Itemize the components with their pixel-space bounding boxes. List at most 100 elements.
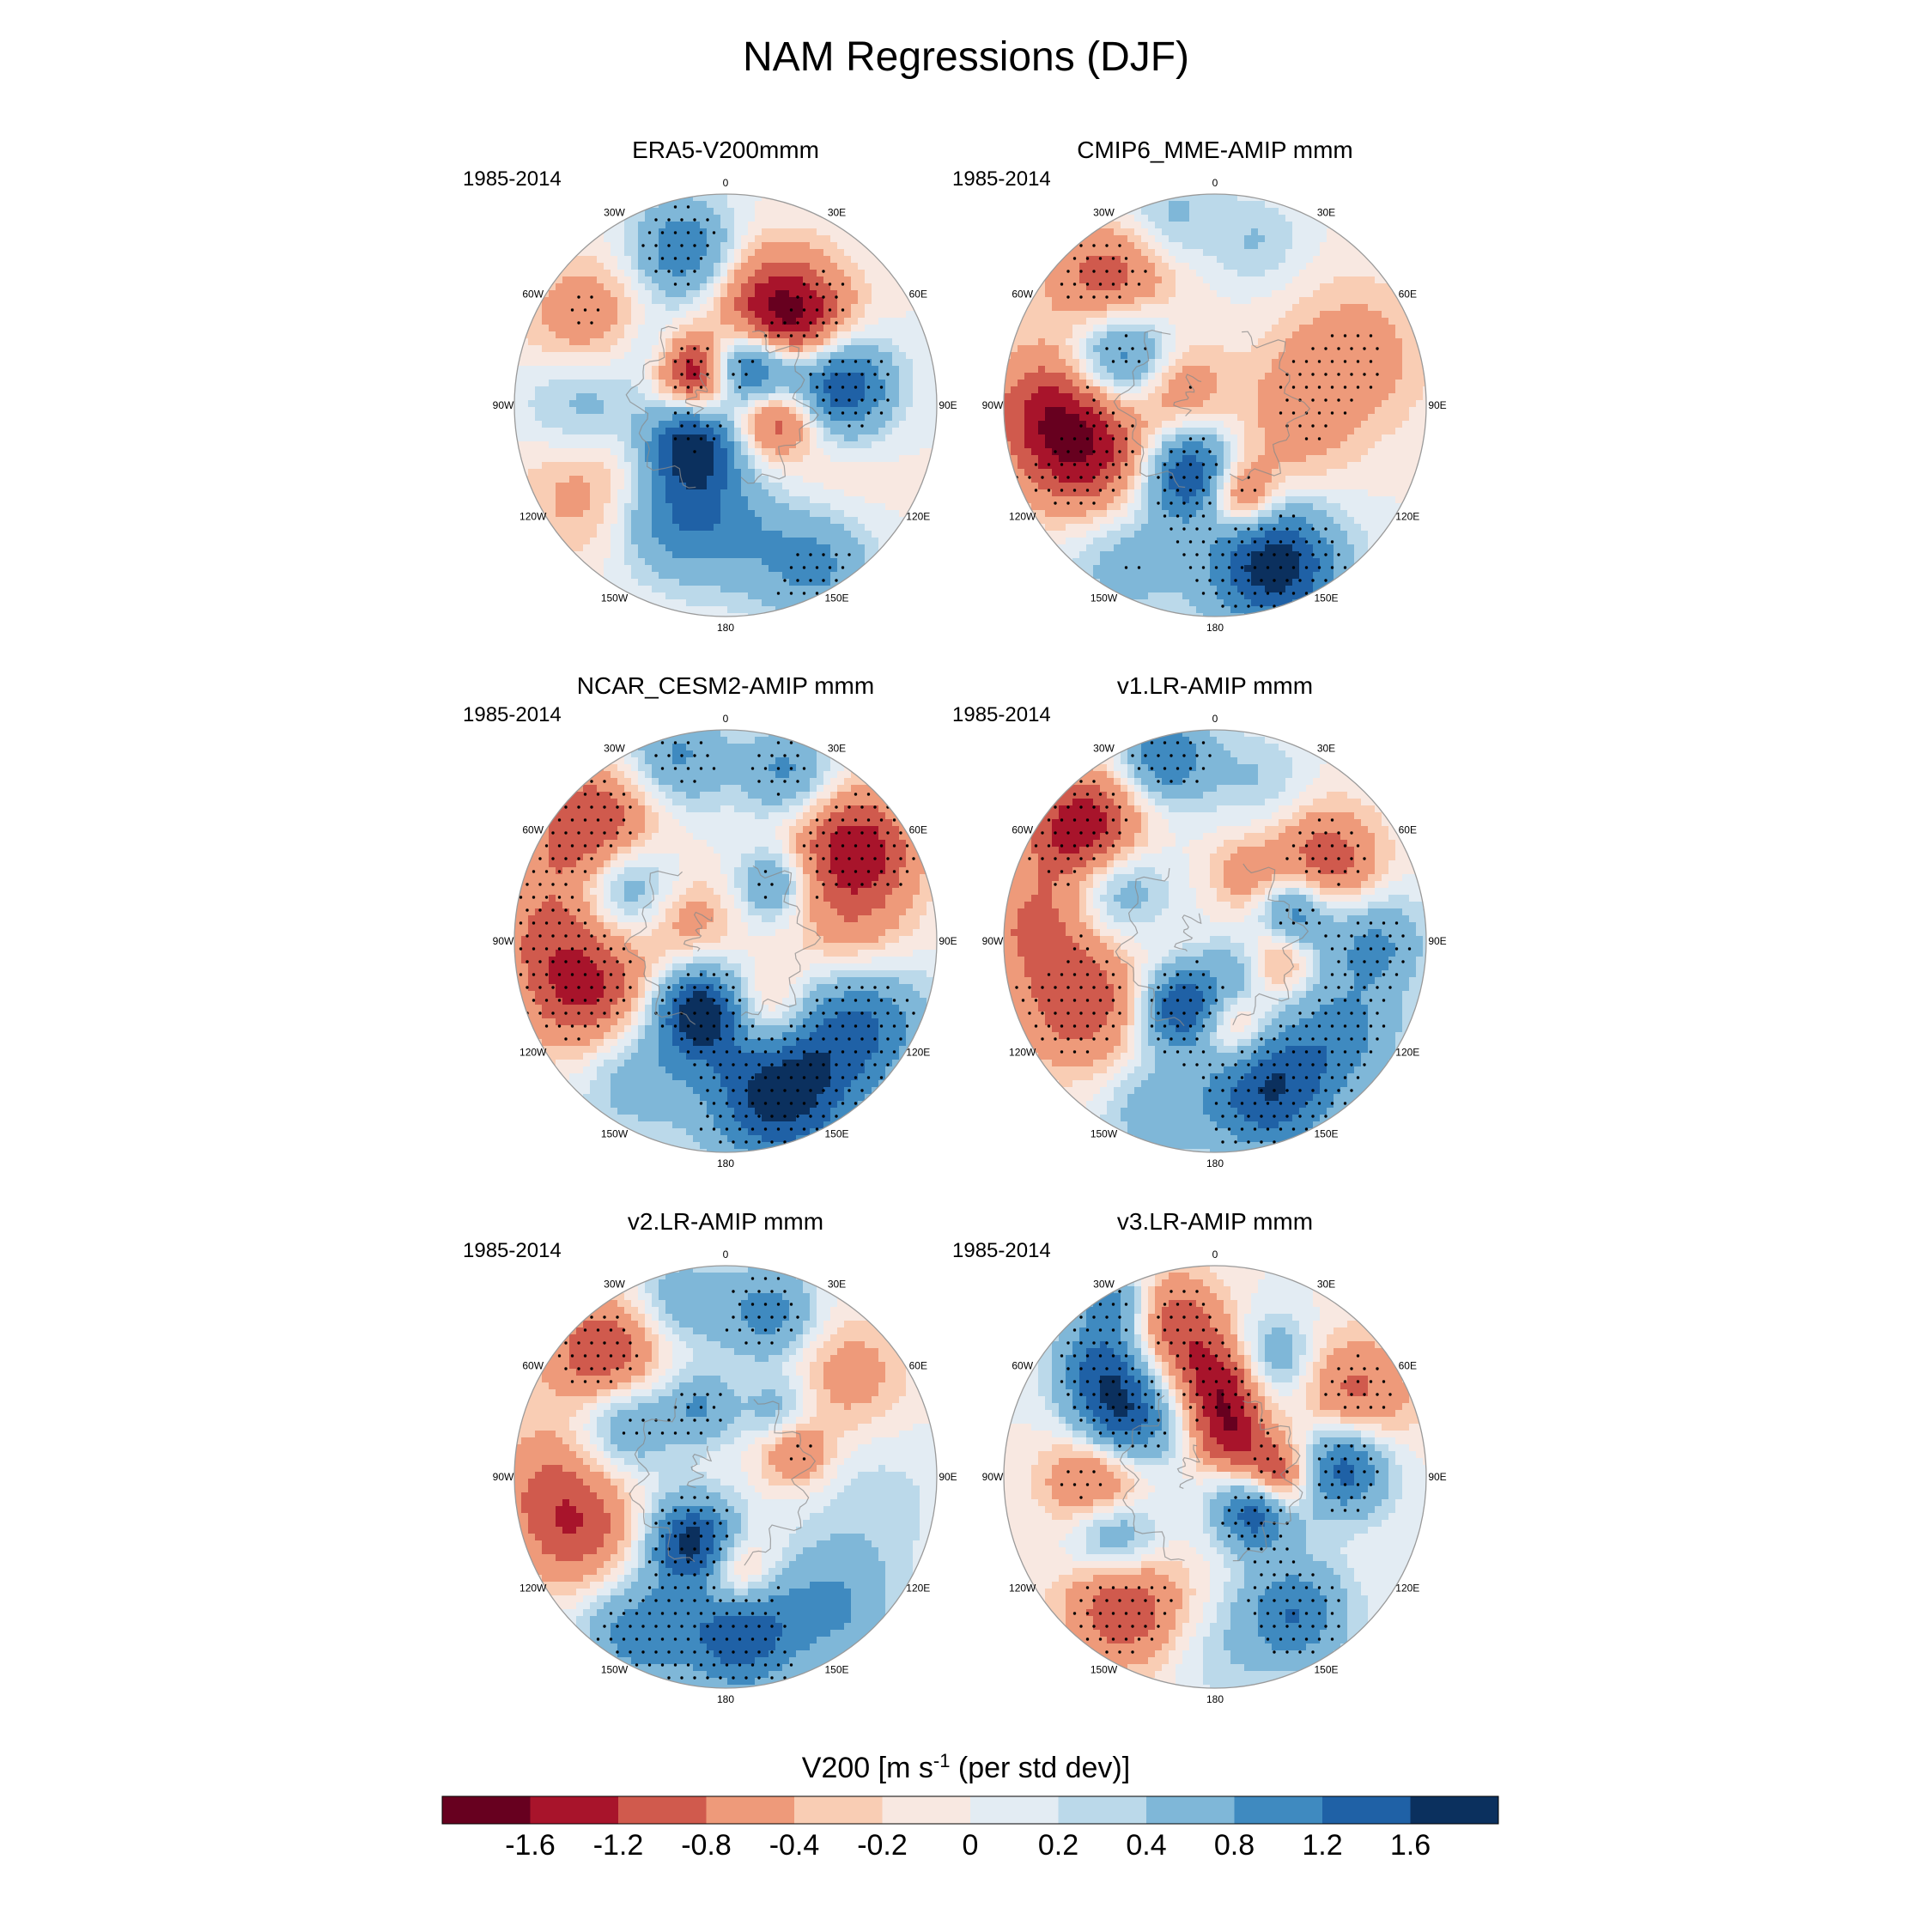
field-cell (1334, 249, 1341, 257)
field-cell (624, 318, 632, 325)
field-cell (906, 331, 914, 339)
field-cell (810, 579, 817, 586)
field-cell (796, 586, 804, 593)
field-cell (638, 256, 646, 264)
field-cell (1148, 338, 1156, 346)
field-cell (535, 318, 543, 325)
field-cell (576, 428, 584, 435)
field-cell (899, 407, 907, 415)
field-cell (700, 318, 708, 325)
field-cell (1285, 338, 1293, 346)
field-cell (521, 386, 529, 394)
field-cell (906, 407, 914, 415)
field-cell (714, 544, 721, 552)
field-cell (1148, 194, 1156, 202)
field-cell (1024, 407, 1032, 415)
field-cell (844, 380, 852, 387)
field-cell (837, 414, 845, 422)
field-cell (1059, 311, 1066, 319)
field-cell (679, 222, 687, 229)
field-cell (1196, 304, 1204, 312)
field-cell (1382, 331, 1389, 339)
field-cell (1141, 242, 1149, 250)
significance-dot (841, 308, 845, 312)
field-cell (810, 249, 817, 257)
field-cell (720, 592, 728, 600)
field-cell (775, 325, 783, 332)
field-cell (514, 393, 522, 401)
field-cell (1162, 201, 1170, 209)
field-cell (631, 304, 639, 312)
field-cell (1354, 366, 1362, 374)
field-cell (638, 414, 646, 422)
field-cell (1327, 386, 1334, 394)
field-cell (707, 469, 714, 477)
field-cell (617, 386, 625, 394)
field-cell (720, 208, 728, 216)
field-cell (624, 476, 632, 483)
field-cell (659, 489, 666, 497)
field-cell (789, 283, 797, 291)
field-cell (741, 373, 749, 380)
field-cell (1347, 318, 1355, 325)
field-cell (734, 393, 742, 401)
field-cell (762, 414, 769, 422)
field-cell (823, 489, 831, 497)
field-cell (1196, 345, 1204, 353)
field-cell (1382, 270, 1389, 277)
field-cell (562, 270, 570, 277)
field-cell (1169, 256, 1176, 264)
field-cell (775, 270, 783, 277)
field-cell (803, 242, 811, 250)
field-cell (1409, 407, 1417, 415)
field-cell (1141, 318, 1149, 325)
field-cell (1361, 270, 1369, 277)
field-cell (1217, 215, 1224, 222)
field-cell (679, 407, 687, 415)
field-cell (1382, 283, 1389, 291)
field-cell (1155, 366, 1163, 374)
field-cell (1313, 338, 1321, 346)
significance-dot (796, 321, 799, 325)
field-cell (1038, 318, 1046, 325)
field-cell (659, 386, 666, 394)
field-cell (707, 208, 714, 216)
field-cell (528, 352, 536, 360)
field-cell (714, 524, 721, 532)
field-cell (1059, 276, 1066, 284)
field-cell (1162, 380, 1170, 387)
figure-title: NAM Regressions (DJF) (743, 34, 1189, 80)
field-cell (1059, 263, 1066, 270)
longitude-label: 0 (723, 177, 729, 189)
field-cell (769, 297, 776, 305)
field-cell (707, 263, 714, 270)
field-cell (734, 455, 742, 463)
field-cell (858, 318, 866, 325)
field-cell (885, 517, 893, 525)
field-cell (1114, 380, 1121, 387)
field-cell (1224, 373, 1231, 380)
field-cell (1066, 318, 1073, 325)
field-cell (748, 462, 756, 470)
field-cell (885, 338, 893, 346)
field-cell (700, 434, 708, 442)
field-cell (611, 318, 618, 325)
field-cell (590, 414, 598, 422)
field-cell (1004, 345, 1012, 353)
field-cell (645, 565, 653, 573)
field-cell (1423, 407, 1426, 415)
field-cell (1327, 283, 1334, 291)
field-cell (659, 414, 666, 422)
field-cell (665, 599, 673, 607)
field-cell (762, 606, 769, 614)
field-cell (858, 510, 866, 518)
field-cell (1354, 270, 1362, 277)
field-cell (638, 592, 646, 600)
field-cell (686, 208, 694, 216)
field-cell (624, 290, 632, 298)
field-cell (672, 414, 680, 422)
field-cell (1217, 256, 1224, 264)
field-cell (1313, 325, 1321, 332)
field-cell (1320, 263, 1327, 270)
field-cell (796, 441, 804, 449)
